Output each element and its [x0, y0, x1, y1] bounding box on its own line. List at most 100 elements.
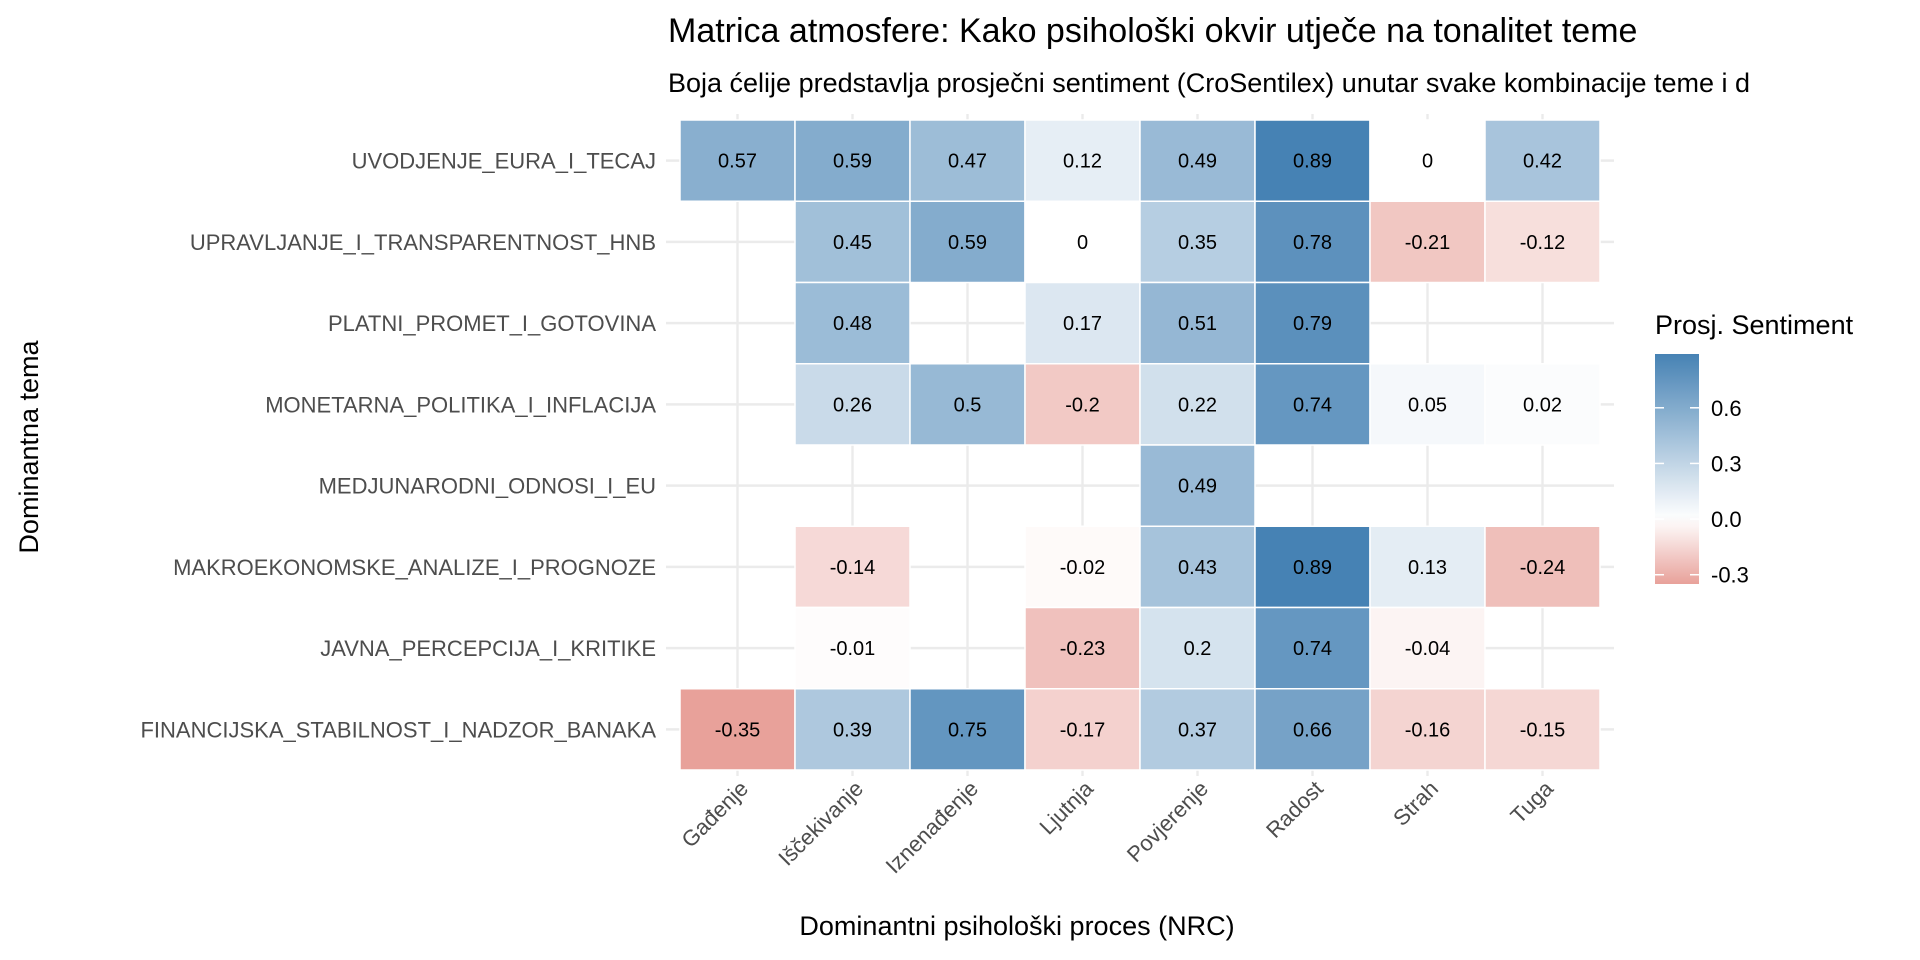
- cell-value-label: 0.17: [1063, 313, 1102, 335]
- x-tick-label: Strah: [1388, 776, 1443, 831]
- y-tick-label: MEDJUNARODNI_ODNOSI_I_EU: [319, 474, 656, 499]
- cell-value-label: 0.51: [1178, 313, 1217, 335]
- cell-value-label: 0.49: [1178, 476, 1217, 498]
- heatmap-cell: [1369, 200, 1486, 284]
- x-tick-label: Ljutnja: [1035, 775, 1099, 839]
- cell-value-label: 0.02: [1523, 394, 1562, 416]
- heatmap-cell: [794, 525, 911, 609]
- cell-value-label: 0.43: [1178, 557, 1217, 579]
- y-tick-label: JAVNA_PERCEPCIJA_I_KRITIKE: [320, 636, 656, 661]
- cell-value-label: 0.42: [1523, 151, 1562, 173]
- legend-ticks: 0.6 0.3 0.0 -0.3: [1655, 396, 1749, 588]
- cell-value-label: -0.14: [830, 557, 876, 579]
- cell-value-label: 0.12: [1063, 151, 1102, 173]
- cell-value-label: -0.02: [1060, 557, 1106, 579]
- heatmap-cell: [909, 363, 1026, 446]
- cell-value-label: 0.35: [1178, 232, 1217, 254]
- heatmap-cell: [1139, 606, 1256, 690]
- cell-value-label: -0.16: [1405, 719, 1451, 741]
- heatmap-cell: [1484, 525, 1601, 609]
- x-axis-tick-labels: Gađenje Iščekivanje Iznenađenje Ljutnja Povj…: [677, 775, 1559, 878]
- x-tick-label: Gađenje: [677, 776, 754, 853]
- cell-value-label: -0.04: [1405, 638, 1451, 660]
- heatmap-cell: [1139, 363, 1256, 446]
- cell-value-label: 0.48: [833, 313, 872, 335]
- x-tick-label: Tuga: [1505, 775, 1558, 828]
- heatmap-cells: [679, 119, 1601, 771]
- y-tick-label: UPRAVLJANJE_I_TRANSPARENTNOST_HNB: [190, 230, 656, 255]
- y-axis-tick-labels: UVODJENJE_EURA_I_TECAJ UPRAVLJANJE_I_TRAN…: [140, 149, 656, 743]
- heatmap-cell: [794, 200, 911, 284]
- heatmap-cell: [794, 688, 911, 771]
- cell-value-label: 0.74: [1293, 638, 1332, 660]
- heatmap-cell: [909, 688, 1026, 771]
- heatmap-cell: [1024, 688, 1141, 771]
- y-tick-label: MONETARNA_POLITIKA_I_INFLACIJA: [265, 392, 656, 417]
- legend-tick-label: 0.3: [1711, 451, 1742, 476]
- cell-value-label: 0.5: [954, 394, 982, 416]
- cell-value-label: 0.57: [718, 151, 757, 173]
- cell-value-label: 0.89: [1293, 151, 1332, 173]
- cell-value-label: -0.24: [1520, 557, 1566, 579]
- heatmap-cell: [1024, 200, 1141, 284]
- cell-value-label: 0.78: [1293, 232, 1332, 254]
- heatmap-cell: [1484, 363, 1601, 446]
- y-tick-label: MAKROEKONOMSKE_ANALIZE_I_PROGNOZE: [173, 555, 656, 580]
- heatmap-cell: [1369, 525, 1486, 609]
- x-tick-label: Povjerenje: [1122, 776, 1213, 867]
- heatmap-cell: [1139, 444, 1256, 527]
- legend-tick-label: 0.0: [1711, 507, 1742, 532]
- legend-color-bar: [1655, 354, 1699, 584]
- cell-value-label: 0: [1077, 232, 1088, 254]
- heatmap-cell: [1139, 688, 1256, 771]
- heatmap-cell: [1369, 688, 1486, 771]
- cell-value-label: -0.17: [1060, 719, 1106, 741]
- cell-value-labels: 0.57 0.59 0.47 0.12 0.49 0.89 0 0.42 0.45 0.59 0 0.…: [715, 151, 1566, 742]
- heatmap-cell: [1139, 200, 1256, 284]
- cell-value-label: 0.05: [1408, 394, 1447, 416]
- cell-value-label: 0.26: [833, 394, 872, 416]
- heatmap-cell: [1024, 281, 1141, 365]
- cell-value-label: 0.47: [948, 151, 987, 173]
- heatmap-cell: [1139, 281, 1256, 365]
- cell-value-label: -0.35: [715, 719, 761, 741]
- cell-value-label: -0.15: [1520, 719, 1566, 741]
- cell-value-label: 0.13: [1408, 557, 1447, 579]
- heatmap-cell: [679, 119, 796, 202]
- cell-value-label: 0.89: [1293, 557, 1332, 579]
- legend-title: Prosj. Sentiment: [1655, 310, 1854, 340]
- cell-value-label: 0.79: [1293, 313, 1332, 335]
- x-axis-title: Dominantni psihološki proces (NRC): [799, 911, 1234, 941]
- x-tick-label: Radost: [1261, 776, 1328, 843]
- heatmap-cell: [1024, 606, 1141, 690]
- y-tick-label: PLATNI_PROMET_I_GOTOVINA: [328, 311, 656, 336]
- cell-value-label: 0.74: [1293, 394, 1332, 416]
- cell-value-label: 0.2: [1184, 638, 1212, 660]
- legend-tick-label: 0.6: [1711, 396, 1742, 421]
- cell-value-label: 0: [1422, 151, 1433, 173]
- x-tick-label: Iznenađenje: [881, 776, 983, 878]
- heatmap-cell: [1254, 281, 1371, 365]
- cell-value-label: 0.39: [833, 719, 872, 741]
- chart-title: Matrica atmosfere: Kako psihološki okvir…: [668, 12, 1637, 50]
- heatmap-cell: [794, 281, 911, 365]
- cell-value-label: 0.45: [833, 232, 872, 254]
- chart-subtitle: Boja ćelije predstavlja prosječni sentim…: [668, 68, 1750, 98]
- x-tick-label: Iščekivanje: [773, 776, 868, 871]
- cell-value-label: 0.66: [1293, 719, 1332, 741]
- heatmap-cell: [1024, 119, 1141, 202]
- cell-value-label: 0.75: [948, 719, 987, 741]
- heatmap-cell: [1484, 200, 1601, 284]
- y-axis-title: Dominantna tema: [14, 339, 44, 553]
- cell-value-label: -0.01: [830, 638, 876, 660]
- cell-value-label: 0.37: [1178, 719, 1217, 741]
- cell-value-label: 0.59: [948, 232, 987, 254]
- cell-value-label: -0.2: [1065, 394, 1099, 416]
- cell-value-label: 0.22: [1178, 394, 1217, 416]
- cell-value-label: 0.49: [1178, 151, 1217, 173]
- heatmap-cell: [1254, 119, 1371, 202]
- heatmap-cell: [1369, 606, 1486, 690]
- heatmap-cell: [794, 363, 911, 446]
- heatmap-cell: [1254, 688, 1371, 771]
